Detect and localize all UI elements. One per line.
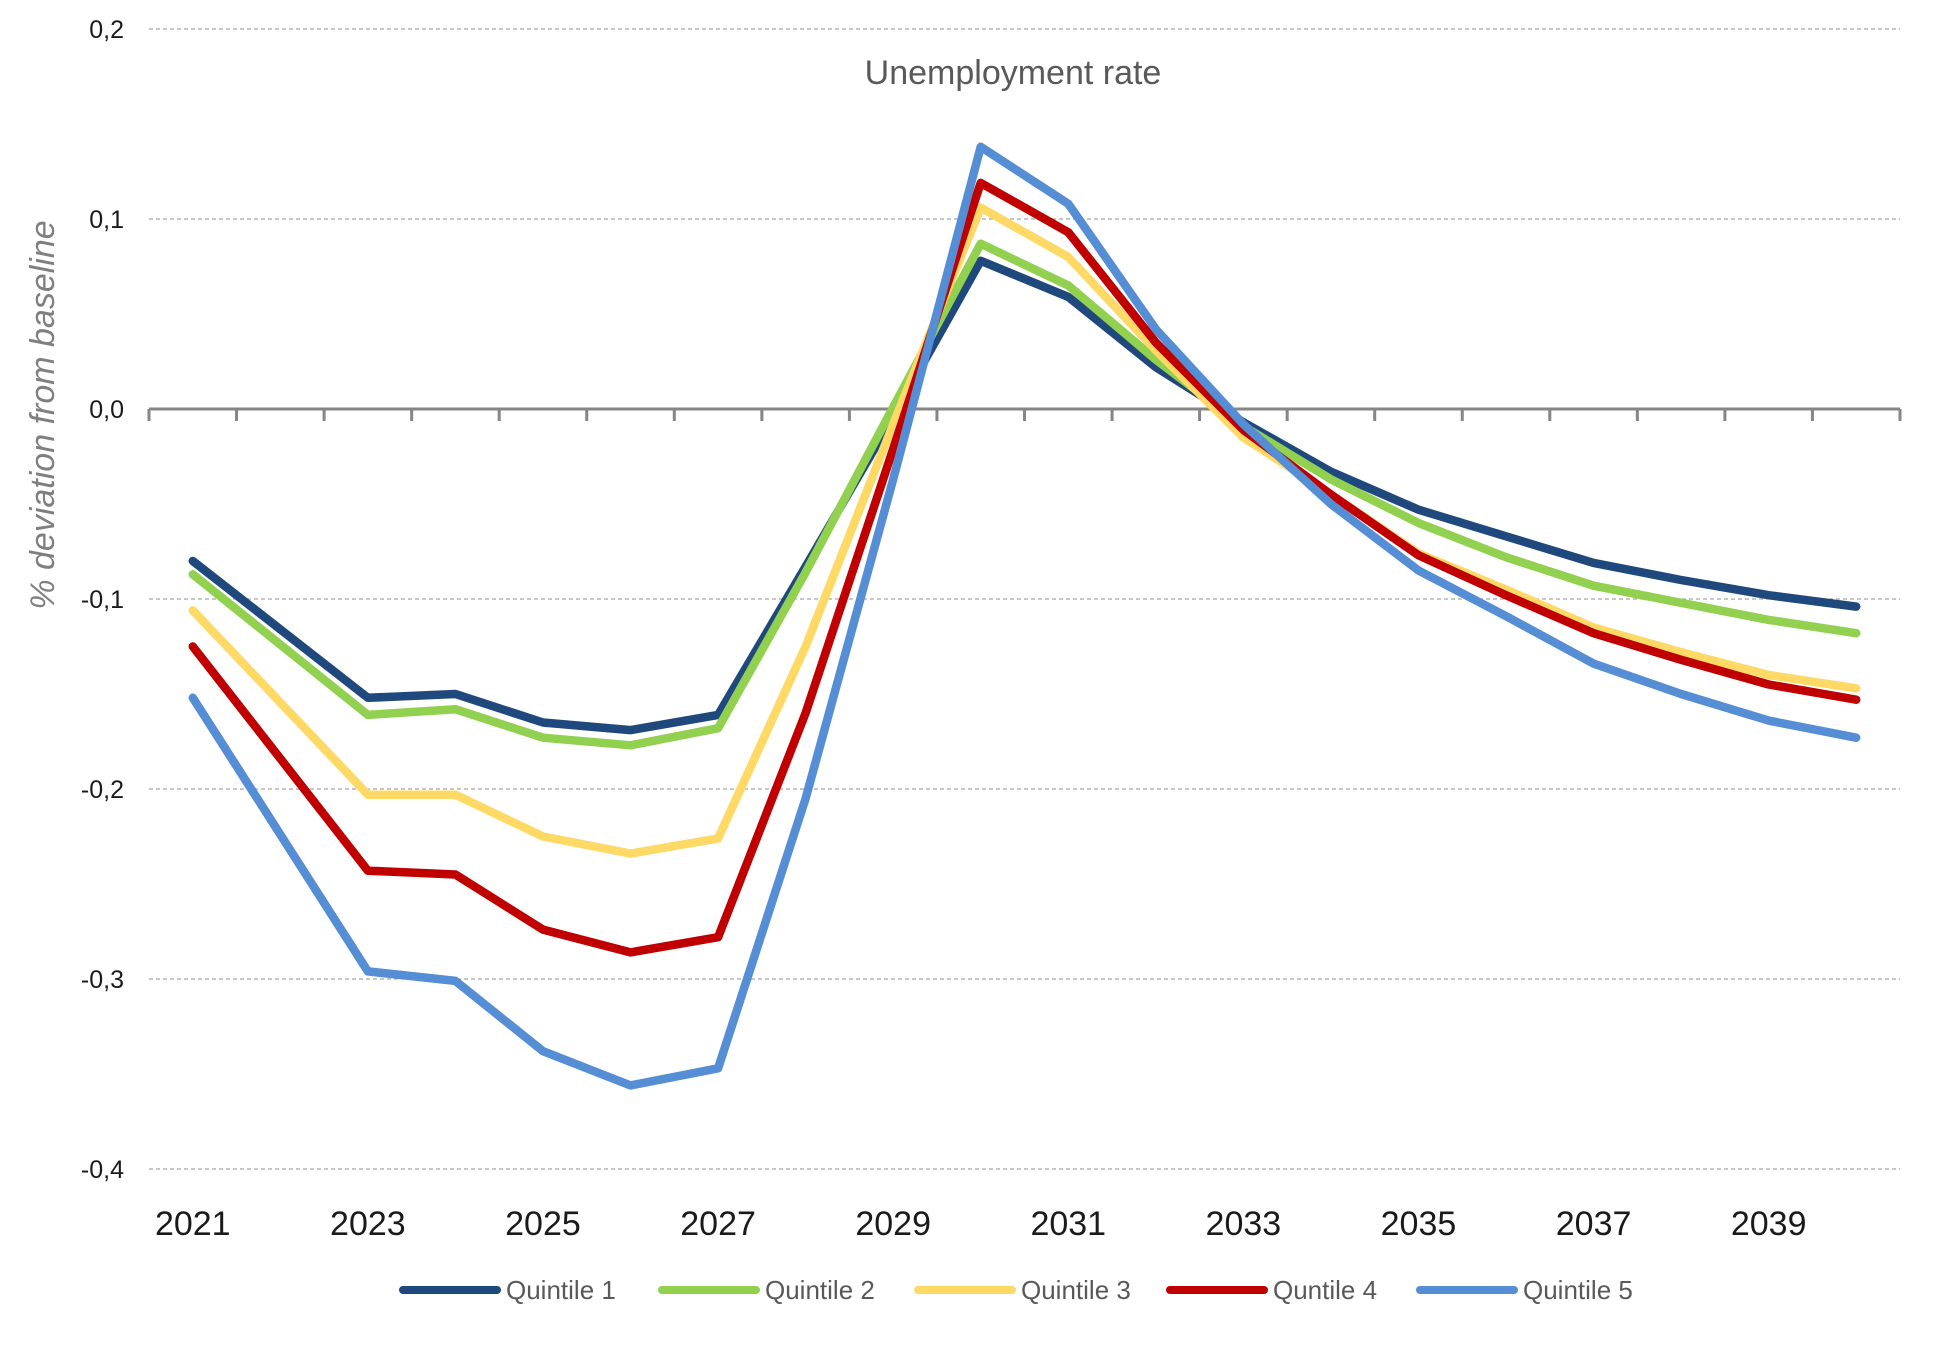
series-lines	[188, 142, 1861, 1090]
x-tick-label: 2033	[1206, 1205, 1282, 1243]
x-tick-label: 2029	[855, 1205, 931, 1243]
series-line-quintile-2	[188, 239, 1861, 750]
x-axis-ticks: 2021 2023 2025 2027 2029 2031 2033 2035 2037 2039	[155, 1205, 1807, 1243]
legend-item: Quintile 1	[399, 1275, 616, 1305]
x-tick-label: 2021	[155, 1205, 231, 1243]
legend-item: Quintile 3	[914, 1275, 1131, 1305]
legend-item: Quntile 4	[1166, 1275, 1377, 1305]
series-line-quintile-5	[188, 142, 1861, 1090]
series-line-quintile-3	[188, 203, 1861, 858]
x-tick-label: 2031	[1030, 1205, 1106, 1243]
legend-item: Quintile 5	[1416, 1275, 1633, 1305]
legend-label: Quntile 4	[1273, 1275, 1377, 1305]
y-tick-label: -0,1	[81, 586, 124, 614]
y-tick-label: -0,2	[81, 776, 124, 804]
series-line-quintile-4	[188, 178, 1861, 957]
y-tick-label: 0,0	[89, 396, 124, 424]
y-tick-label: -0,4	[81, 1156, 124, 1184]
chart-title: Unemployment rate	[865, 54, 1162, 92]
legend-label: Quintile 2	[765, 1275, 875, 1305]
y-axis-ticks: 0,2 0,1 0,0 -0,1 -0,2 -0,3 -0,4	[81, 16, 124, 1184]
legend-label: Quintile 5	[1523, 1275, 1633, 1305]
legend-item: Quintile 2	[658, 1275, 875, 1305]
legend: Quintile 1 Quintile 2 Quintile 3 Quntile 4 Q…	[399, 1275, 1633, 1305]
x-tick-label: 2023	[330, 1205, 406, 1243]
y-tick-label: 0,2	[89, 16, 124, 44]
x-tick-label: 2035	[1381, 1205, 1457, 1243]
gridlines	[149, 28, 1900, 1170]
y-axis-label: % deviation from baseline	[24, 220, 62, 609]
y-tick-label: 0,1	[89, 206, 124, 234]
y-tick-label: -0,3	[81, 966, 124, 994]
x-axis	[147, 407, 1902, 421]
series-line-quintile-1	[188, 256, 1861, 735]
x-tick-label: 2037	[1556, 1205, 1632, 1243]
x-tick-label: 2039	[1731, 1205, 1807, 1243]
x-tick-label: 2025	[505, 1205, 581, 1243]
x-tick-label: 2027	[680, 1205, 756, 1243]
legend-label: Quintile 3	[1021, 1275, 1131, 1305]
legend-label: Quintile 1	[506, 1275, 616, 1305]
